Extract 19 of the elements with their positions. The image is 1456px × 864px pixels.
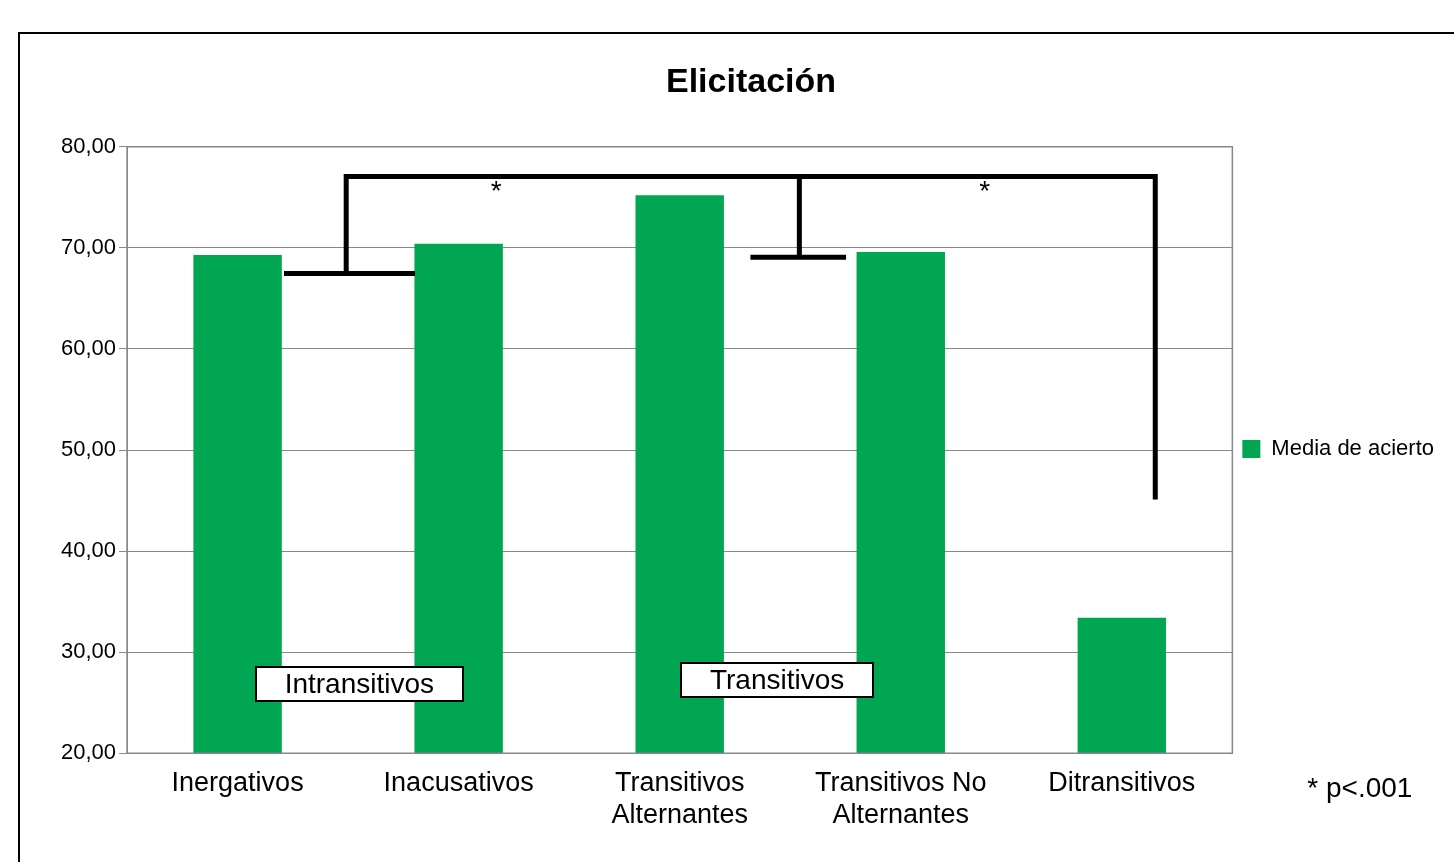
- annotation: *: [490, 175, 502, 208]
- annotation: *: [979, 175, 991, 208]
- y-tick-label: 20,00: [60, 739, 117, 765]
- x-tick-label: Inergativos: [171, 766, 304, 797]
- y-tick-label: 30,00: [60, 638, 117, 664]
- x-tick-label: Inacusativos: [383, 766, 534, 797]
- y-tick-label: 60,00: [60, 335, 117, 360]
- annotation: Transitivos: [679, 662, 875, 699]
- chart-title: Elicitación: [665, 60, 837, 99]
- text: * p<.001: [1307, 772, 1413, 805]
- x-tick-label: Ditransitivos: [1048, 766, 1196, 797]
- legend-label: Media de acierto: [1271, 435, 1435, 461]
- y-tick-label: 40,00: [60, 537, 117, 563]
- y-tick-label: 80,00: [60, 132, 117, 158]
- y-tick-label: 70,00: [60, 233, 117, 259]
- y-tick-label: 50,00: [60, 436, 117, 462]
- x-tick-label: Transitivos No Alternantes: [814, 766, 987, 830]
- x-tick-label: Transitivos Alternantes: [611, 766, 748, 830]
- annotation: Intransitivos: [254, 666, 465, 703]
